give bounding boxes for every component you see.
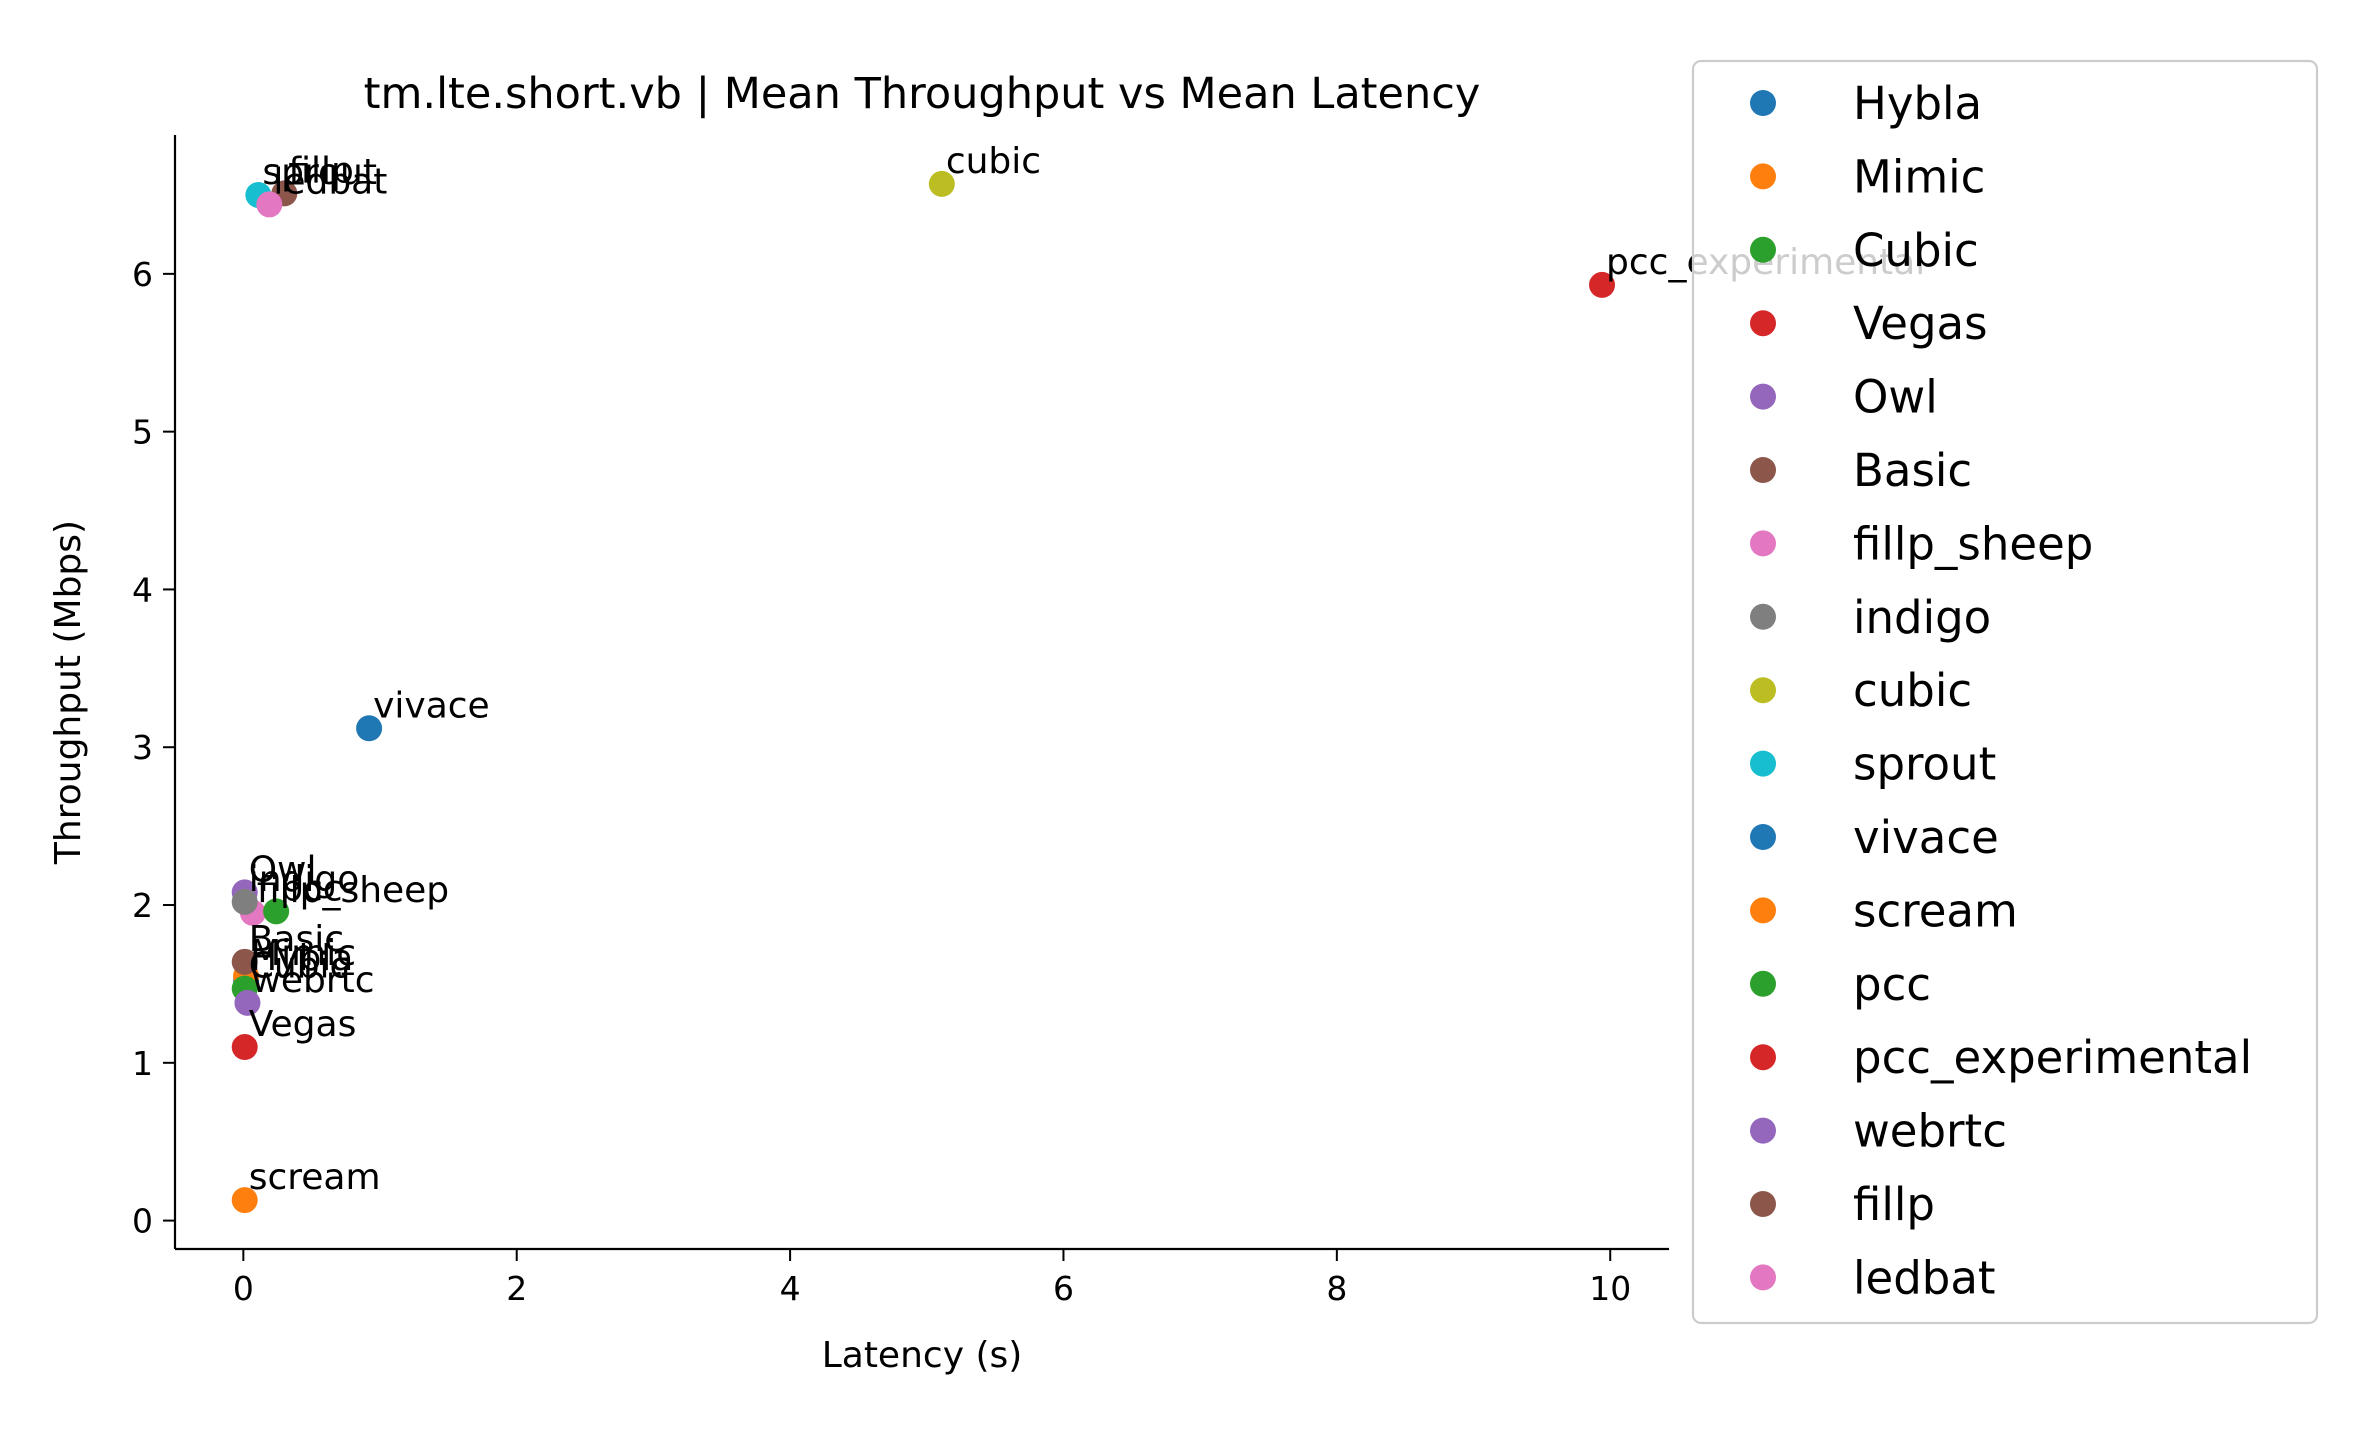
point-label-webrtc: webrtc <box>251 960 374 1001</box>
point-label-cubic: cubic <box>946 141 1041 182</box>
legend-label-webrtc: webrtc <box>1853 1105 2007 1158</box>
point-label-cubic: Cubic <box>249 946 350 987</box>
y-tick-label: 1 <box>132 1044 153 1083</box>
data-point-basic <box>231 948 258 975</box>
y-tick-label: 2 <box>132 886 153 925</box>
legend-label-hybla: Hybla <box>1853 77 1982 130</box>
legend-label-cubic: Cubic <box>1853 224 1979 277</box>
data-point-pcc <box>263 898 290 925</box>
point-label-ledbat: ledbat <box>273 161 387 202</box>
point-label-vivace: vivace <box>373 685 490 726</box>
chart-title: tm.lte.short.vb | Mean Throughput vs Mea… <box>364 69 1481 119</box>
legend-label-mimic: Mimic <box>1853 150 1985 203</box>
x-tick-label: 6 <box>1053 1269 1074 1308</box>
data-point-indigo <box>231 888 258 915</box>
x-tick-label: 10 <box>1589 1269 1631 1308</box>
legend-marker-pcc <box>1750 970 1776 997</box>
x-tick-label: 4 <box>780 1269 801 1308</box>
legend-marker-fillp-sheep <box>1750 530 1776 557</box>
legend-marker-cubic <box>1750 677 1776 704</box>
legend-marker-cubic <box>1750 236 1776 263</box>
data-points <box>231 170 1616 1214</box>
legend-label-scream: scream <box>1853 884 2018 937</box>
legend-marker-owl <box>1750 383 1776 410</box>
legend-marker-hybla <box>1750 90 1776 116</box>
legend-label-cubic: cubic <box>1853 664 1972 717</box>
legend-marker-fillp <box>1750 1191 1776 1217</box>
legend-label-vegas: Vegas <box>1853 297 1988 350</box>
legend-label-vivace: vivace <box>1853 811 1999 864</box>
point-label-basic: Basic <box>249 919 344 960</box>
x-tick-label: 0 <box>233 1269 254 1308</box>
legend-marker-scream <box>1750 897 1776 924</box>
legend-marker-vivace <box>1750 824 1776 850</box>
data-point-vivace <box>356 715 383 742</box>
x-tick-label: 2 <box>506 1269 527 1308</box>
point-label-scream: scream <box>249 1157 381 1198</box>
legend-label-fillp-sheep: fillp_sheep <box>1853 517 2093 570</box>
legend-label-fillp: fillp <box>1853 1178 1935 1231</box>
legend-marker-indigo <box>1750 603 1776 630</box>
point-label-fillp: fillp <box>288 150 354 191</box>
x-axis-title: Latency (s) <box>822 1335 1023 1376</box>
legend-marker-pcc-experimental <box>1750 1044 1776 1071</box>
point-label-fillp-sheep: fillp_sheep <box>257 870 449 911</box>
point-label-indigo: indigo <box>249 859 360 900</box>
data-point-vegas <box>231 1034 258 1061</box>
x-tick-label: 8 <box>1326 1269 1347 1308</box>
legend-frame <box>1691 59 2319 1325</box>
legend-label-basic: Basic <box>1853 444 1972 497</box>
legend-marker-webrtc <box>1750 1117 1776 1144</box>
data-point-ledbat <box>256 191 283 218</box>
legend-label-pcc-experimental: pcc_experimental <box>1853 1031 2252 1084</box>
legend-label-indigo: indigo <box>1853 591 1991 644</box>
legend-marker-basic <box>1750 457 1776 483</box>
point-label-pcc: pcc <box>280 868 342 909</box>
point-label-owl: Owl <box>249 849 317 890</box>
legend-marker-mimic <box>1750 163 1776 190</box>
y-axis-title: Throughput (Mbps) <box>48 520 89 865</box>
legend: Hybla Mimic Cubic Vegas Owl Basic fillp_sheepi… <box>1691 59 2319 1325</box>
y-tick-label: 4 <box>132 570 153 609</box>
y-tick-label: 3 <box>132 728 153 767</box>
legend-label-pcc: pcc <box>1853 958 1931 1011</box>
point-label-hybla: Hybla <box>250 938 353 979</box>
point-label-mimic: Mimic <box>250 933 356 974</box>
legend-marker-sprout <box>1750 750 1776 777</box>
data-point-pcc-experimental <box>1589 271 1616 298</box>
axes: 0 2 4 6 8 10 0 1 2 3 4 5 6 <box>132 135 1669 1308</box>
data-point-scream <box>231 1187 258 1214</box>
data-point-webrtc <box>234 989 261 1016</box>
legend-label-sprout: sprout <box>1853 738 1996 791</box>
legend-label-owl: Owl <box>1853 371 1938 424</box>
legend-marker-vegas <box>1750 310 1776 337</box>
legend-marker-ledbat <box>1750 1264 1776 1291</box>
y-tick-label: 6 <box>132 255 153 294</box>
y-tick-label: 5 <box>132 413 153 452</box>
data-point-cubic <box>928 170 955 197</box>
point-label-sprout: sprout <box>262 152 377 193</box>
legend-label-ledbat: ledbat <box>1853 1251 1996 1304</box>
y-tick-label: 0 <box>132 1202 153 1241</box>
point-label-vegas: Vegas <box>249 1004 357 1045</box>
